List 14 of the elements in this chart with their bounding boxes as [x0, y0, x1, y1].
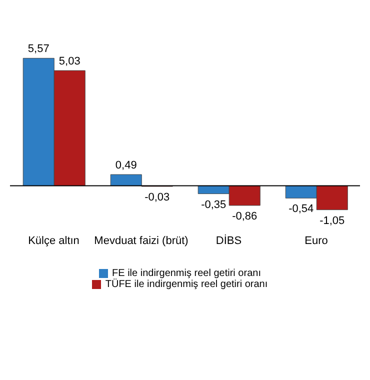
legend-label: TÜFE ile indirgenmiş reel getiri oranı	[105, 279, 268, 290]
legend-label: FE ile indirgenmiş reel getiri oranı	[112, 268, 261, 279]
data-label: 5,03	[58, 56, 80, 68]
x-tick-label: Euro	[304, 234, 328, 247]
data-label: 5,57	[28, 43, 50, 56]
data-label: -0,54	[288, 203, 314, 216]
data-label: -0,35	[201, 198, 226, 211]
data-label: -1,05	[320, 214, 345, 227]
data-label: -0,03	[144, 191, 170, 204]
x-tick-label: Külçe altın	[28, 234, 80, 247]
data-label: -0,86	[232, 210, 258, 222]
x-tick-label: DİBS	[216, 234, 242, 247]
data-label: 0,49	[115, 160, 137, 172]
x-tick-label: Mevduat faizi (brüt)	[94, 234, 188, 247]
